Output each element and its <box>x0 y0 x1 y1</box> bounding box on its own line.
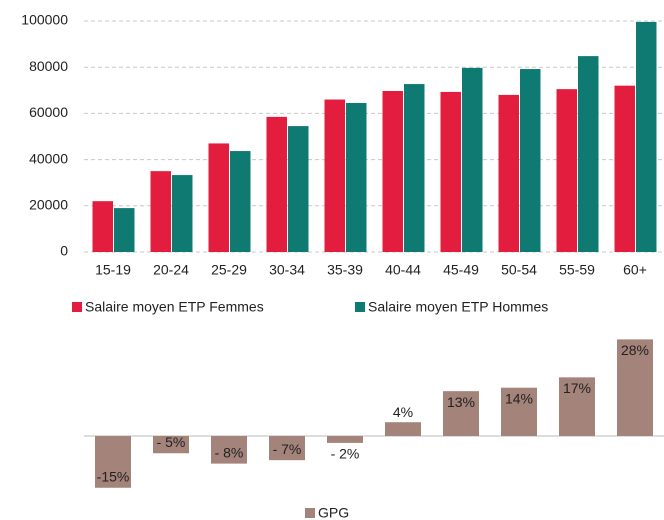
value-label: - 7% <box>273 441 302 457</box>
x-tick-label: 20-24 <box>153 262 189 278</box>
value-label: 13% <box>447 394 475 410</box>
bar <box>617 339 653 436</box>
bar <box>614 85 635 253</box>
x-tick-label: 15-19 <box>95 262 131 278</box>
x-tick-label: 45-49 <box>443 262 479 278</box>
bar <box>324 99 345 252</box>
bar <box>382 90 403 252</box>
bar <box>559 377 595 436</box>
value-label: 17% <box>563 380 591 396</box>
legend-label: Salaire moyen ETP Hommes <box>368 299 548 315</box>
bar <box>92 201 113 252</box>
legend-label: Salaire moyen ETP Femmes <box>85 299 264 315</box>
bar <box>288 126 309 252</box>
value-label: 14% <box>505 390 533 406</box>
y-tick-label: 80000 <box>29 58 68 74</box>
bar <box>327 436 363 443</box>
bar <box>269 436 305 461</box>
value-label: - 2% <box>331 446 360 462</box>
bar <box>208 143 229 252</box>
legend-swatch <box>305 508 315 518</box>
x-tick-label: 35-39 <box>327 262 363 278</box>
y-tick-label: 100000 <box>21 12 68 28</box>
bar <box>462 67 483 252</box>
bar <box>636 21 657 253</box>
x-tick-label: 50-54 <box>501 262 537 278</box>
x-tick-label: 55-59 <box>559 262 595 278</box>
bar <box>520 69 541 252</box>
y-tick-label: 20000 <box>29 197 68 213</box>
legend-label: GPG <box>318 505 349 520</box>
bar <box>404 84 425 252</box>
value-label: - 5% <box>157 434 186 450</box>
x-tick-label: 30-34 <box>269 262 305 278</box>
bar <box>440 91 461 253</box>
legend-swatch <box>355 302 365 312</box>
x-tick-label: 25-29 <box>211 262 247 278</box>
legend-swatch <box>72 302 82 312</box>
x-tick-label: 60+ <box>623 262 647 278</box>
value-label: - 8% <box>215 444 244 460</box>
value-label: 4% <box>393 404 413 420</box>
bar <box>153 436 189 454</box>
bar <box>578 56 599 252</box>
value-label: 28% <box>621 342 649 358</box>
bar <box>95 436 131 488</box>
bar <box>443 391 479 436</box>
bar <box>150 171 171 252</box>
y-tick-label: 0 <box>60 243 68 259</box>
bar <box>385 422 421 436</box>
bar <box>211 436 247 464</box>
bar <box>501 387 537 436</box>
bar <box>266 116 287 253</box>
bar <box>556 89 577 253</box>
bar <box>498 94 519 252</box>
value-label: -15% <box>97 468 130 484</box>
bar <box>114 208 135 252</box>
bar <box>346 103 367 252</box>
x-tick-label: 40-44 <box>385 262 421 278</box>
bar <box>230 151 251 252</box>
bar <box>172 175 193 252</box>
y-tick-label: 40000 <box>29 150 68 166</box>
y-tick-label: 60000 <box>29 104 68 120</box>
